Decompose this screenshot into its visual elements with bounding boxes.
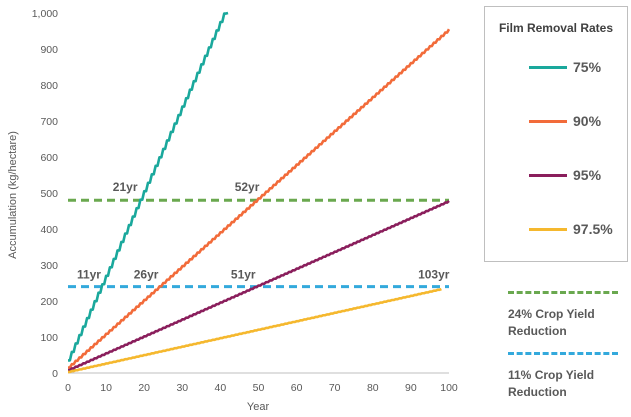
annotation-label: 103yr <box>418 268 450 282</box>
threshold-label-11-line1: 11% Crop Yield <box>508 368 595 382</box>
legend: Film Removal Rates 75% 90% 95% 97.5% <box>484 6 628 262</box>
y-axis-title: Accumulation (kg/hectare) <box>7 131 19 259</box>
x-tick-label: 50 <box>253 382 265 394</box>
annotation-label: 11yr <box>77 268 101 282</box>
x-tick-label: 10 <box>100 382 112 394</box>
x-tick-label: 60 <box>291 382 303 394</box>
y-tick-label: 800 <box>40 80 58 92</box>
x-axis-title: Year <box>247 401 270 413</box>
y-tick-label: 600 <box>40 152 58 164</box>
y-tick-label: 200 <box>40 296 58 308</box>
annotation-label: 21yr <box>113 180 138 194</box>
y-tick-label: 0 <box>52 368 58 380</box>
legend-label-90: 90% <box>573 113 602 129</box>
legend-swatch-90 <box>529 119 567 123</box>
x-tick-label: 100 <box>440 382 458 394</box>
y-tick-label: 100 <box>40 332 58 344</box>
y-tick-label: 900 <box>40 44 58 56</box>
x-tick-label: 0 <box>65 382 71 394</box>
annotation-label: 26yr <box>134 268 159 282</box>
legend-swatch-97-5 <box>529 227 567 231</box>
y-tick-label: 300 <box>40 260 58 272</box>
x-tick-label: 90 <box>405 382 417 394</box>
legend-item-95: 95% <box>529 165 601 185</box>
series-line <box>68 11 229 362</box>
series-line <box>68 287 442 374</box>
threshold-legend-24: 24% Crop Yield Reduction <box>508 291 628 340</box>
annotation-label: 52yr <box>235 180 260 194</box>
legend-title: Film Removal Rates <box>498 21 614 35</box>
threshold-label-11-line2: Reduction <box>508 385 567 399</box>
series-line <box>68 28 451 369</box>
x-tick-label: 40 <box>215 382 227 394</box>
x-tick-label: 80 <box>367 382 379 394</box>
legend-item-90: 90% <box>529 111 601 131</box>
legend-label-95: 95% <box>573 167 602 183</box>
y-tick-label: 1,000 <box>32 8 58 20</box>
threshold-swatch-11 <box>508 352 618 355</box>
legend-swatch-95 <box>529 173 567 177</box>
series-line <box>68 199 450 372</box>
threshold-legend-11: 11% Crop Yield Reduction <box>508 352 628 401</box>
threshold-label-24-line2: Reduction <box>508 324 567 338</box>
x-tick-label: 70 <box>329 382 341 394</box>
y-tick-label: 500 <box>40 188 58 200</box>
legend-label-75: 75% <box>573 59 602 75</box>
threshold-lines <box>68 198 449 289</box>
y-tick-label: 700 <box>40 116 58 128</box>
annotations: 21yr 52yr 11yr 26yr 51yr 103yr <box>77 180 450 281</box>
y-tick-label: 400 <box>40 224 58 236</box>
series-lines <box>68 11 451 374</box>
x-tick-label: 30 <box>176 382 188 394</box>
threshold-label-24-line1: 24% Crop Yield <box>508 307 595 321</box>
threshold-swatch-24 <box>508 291 618 294</box>
x-axis-ticks: 0 10 20 30 40 50 60 70 80 90 100 <box>65 382 458 394</box>
legend-item-75: 75% <box>529 57 601 77</box>
annotation-label: 51yr <box>231 268 256 282</box>
y-axis-ticks: 0 100 200 300 400 500 600 700 800 900 1,000 <box>32 8 58 380</box>
x-tick-label: 20 <box>138 382 150 394</box>
legend-swatch-75 <box>529 65 567 69</box>
legend-item-97-5: 97.5% <box>529 219 613 239</box>
legend-label-97-5: 97.5% <box>573 221 613 237</box>
